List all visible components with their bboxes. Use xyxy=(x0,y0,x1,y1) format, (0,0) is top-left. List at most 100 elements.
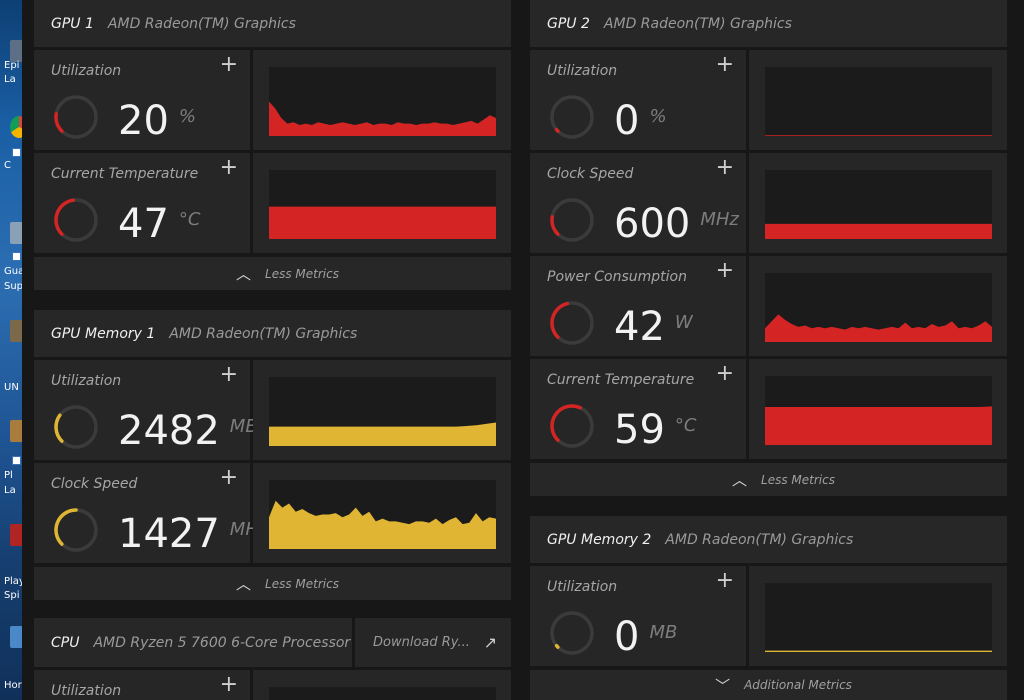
desktop-label: La xyxy=(4,74,16,85)
gpu2-temperature-card: Current Temperature + 59 °C xyxy=(530,359,746,459)
gpu2-subtitle: AMD Radeon(TM) Graphics xyxy=(603,15,792,32)
add-metric-icon[interactable]: + xyxy=(219,672,238,697)
gpu1-title: GPU 1 xyxy=(51,15,94,32)
metric-value: 59 °C xyxy=(614,407,697,453)
sparkline-area xyxy=(269,422,496,446)
sparkline-area xyxy=(765,135,992,136)
gauge-icon xyxy=(550,301,594,345)
sparkline-chart xyxy=(269,480,496,549)
gpumem1-utilization-chart-card xyxy=(253,360,511,460)
gpu2-header: GPU 2 AMD Radeon(TM) Graphics xyxy=(530,0,1007,47)
sparkline-area xyxy=(765,314,992,342)
sparkline-area xyxy=(269,101,496,136)
gauge-arc xyxy=(54,112,64,133)
metric-label: Utilization xyxy=(547,63,618,79)
sparkline-chart xyxy=(765,583,992,652)
cpu-utilization-card: Utilization + xyxy=(34,670,250,700)
gpu2-title: GPU 2 xyxy=(547,15,590,32)
add-metric-icon[interactable]: + xyxy=(715,258,734,283)
external-link-icon: ↗ xyxy=(483,633,497,652)
gpumem1-subtitle: AMD Radeon(TM) Graphics xyxy=(169,325,358,342)
gauge-arc xyxy=(554,127,560,133)
gauge-arc xyxy=(550,215,560,236)
metric-label: Utilization xyxy=(51,373,122,389)
gauge-icon xyxy=(550,198,594,242)
gpumem1-title: GPU Memory 1 xyxy=(51,325,156,342)
sparkline-area xyxy=(765,406,992,445)
desktop-label: C xyxy=(4,160,11,171)
metric-value: 42 W xyxy=(614,304,693,350)
gpu2-clock-chart-card xyxy=(749,153,1007,253)
gpumem1-clock-chart-card xyxy=(253,463,511,563)
gauge-arc xyxy=(550,404,582,442)
sparkline-chart xyxy=(269,170,496,239)
gpu1-temperature-chart-card xyxy=(253,153,511,253)
cpu-utilization-chart-card xyxy=(253,670,511,700)
add-metric-icon[interactable]: + xyxy=(219,155,238,180)
metric-label: Clock Speed xyxy=(547,166,634,182)
footer-label: Less Metrics xyxy=(761,472,835,487)
gauge-arc xyxy=(550,301,570,339)
metric-value: 0 MB xyxy=(614,614,678,660)
gpu1-utilization-card: Utilization + 20% xyxy=(34,50,250,150)
gauge-arc xyxy=(54,508,78,546)
desktop-label: Hor xyxy=(4,680,22,691)
metric-value: 20% xyxy=(118,98,197,144)
shortcut-icon xyxy=(12,148,21,157)
gpumem2-additional-metrics-button[interactable]: ﹀ Additional Metrics xyxy=(530,670,1007,700)
desktop-label: Pl xyxy=(4,470,13,481)
gpumem1-utilization-card: Utilization + 2482 MB xyxy=(34,360,258,460)
gpumem1-header: GPU Memory 1 AMD Radeon(TM) Graphics xyxy=(34,310,511,357)
metric-label: Utilization xyxy=(51,63,122,79)
sparkline-chart xyxy=(765,170,992,239)
sparkline-chart xyxy=(269,67,496,136)
metric-value: 0% xyxy=(614,98,667,144)
desktop-label: Gua xyxy=(4,266,25,277)
gpu2-power-chart-card xyxy=(749,256,1007,356)
add-metric-icon[interactable]: + xyxy=(715,155,734,180)
add-metric-icon[interactable]: + xyxy=(219,362,238,387)
gpu1-less-metrics-button[interactable]: ︿ Less Metrics xyxy=(34,257,511,290)
gpu1-temperature-card: Current Temperature + 47 °C xyxy=(34,153,250,253)
gpumem2-utilization-card: Utilization + 0 MB xyxy=(530,566,746,666)
sparkline-area xyxy=(765,650,992,652)
chevron-down-icon: ﹀ xyxy=(715,676,731,695)
sparkline-chart xyxy=(269,377,496,446)
gpu1-utilization-chart-card xyxy=(253,50,511,150)
gpu2-temperature-chart-card xyxy=(749,359,1007,459)
gauge-icon xyxy=(54,405,98,449)
footer-label: Additional Metrics xyxy=(744,678,852,692)
metric-label: Utilization xyxy=(547,579,618,595)
cpu-title: CPU xyxy=(51,634,80,651)
gauge-arc xyxy=(554,643,560,649)
chevron-up-icon: ︿ xyxy=(236,575,252,593)
metric-label: Current Temperature xyxy=(547,372,695,388)
footer-label: Less Metrics xyxy=(265,576,339,591)
gpumem2-utilization-chart-card xyxy=(749,566,1007,666)
desktop-label: La xyxy=(4,485,16,496)
gauge-arc xyxy=(54,198,75,236)
gpumem1-clock-card: Clock Speed + 1427 MHz xyxy=(34,463,268,563)
add-metric-icon[interactable]: + xyxy=(715,568,734,593)
download-label: Download Ry... xyxy=(373,635,470,650)
metric-label: Utilization xyxy=(51,683,122,699)
sparkline-chart xyxy=(765,67,992,136)
gauge-arc xyxy=(54,413,64,443)
gauge-icon xyxy=(54,198,98,242)
add-metric-icon[interactable]: + xyxy=(715,361,734,386)
add-metric-icon[interactable]: + xyxy=(715,52,734,77)
add-metric-icon[interactable]: + xyxy=(219,52,238,77)
metric-label: Clock Speed xyxy=(51,476,138,492)
add-metric-icon[interactable]: + xyxy=(219,465,238,490)
download-button[interactable]: Download Ry... ↗ xyxy=(355,618,511,667)
gpumem1-less-metrics-button[interactable]: ︿ Less Metrics xyxy=(34,567,511,600)
gauge-track xyxy=(550,611,594,655)
gpu2-less-metrics-button[interactable]: ︿ Less Metrics xyxy=(530,463,1007,496)
sparkline-chart xyxy=(765,376,992,445)
cpu-header: CPU AMD Ryzen 5 7600 6-Core Processor xyxy=(34,618,352,667)
chevron-up-icon: ︿ xyxy=(236,265,252,283)
sparkline-area xyxy=(269,206,496,239)
metric-label: Power Consumption xyxy=(547,269,687,285)
metric-value: 600 MHz xyxy=(614,201,739,247)
metric-value: 1427 MHz xyxy=(118,511,269,557)
